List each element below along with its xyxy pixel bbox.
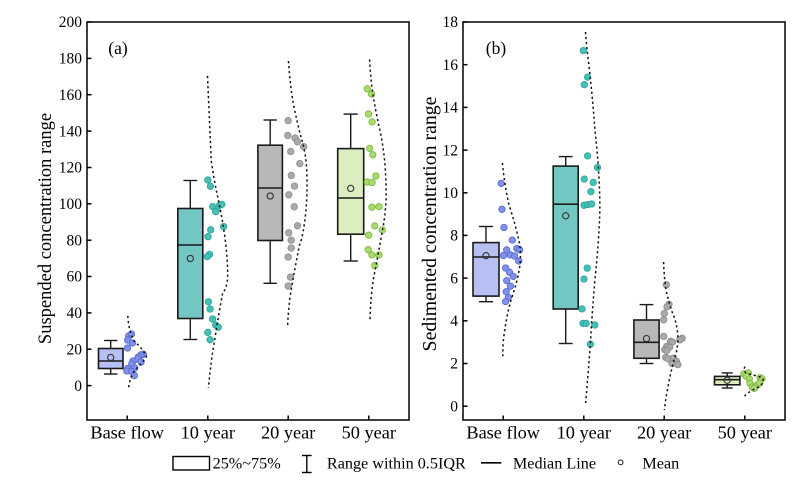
svg-text:2: 2: [450, 356, 458, 373]
svg-text:20 year: 20 year: [261, 423, 315, 443]
svg-text:60: 60: [67, 269, 83, 286]
svg-text:Mean: Mean: [642, 454, 679, 472]
svg-text:180: 180: [59, 51, 83, 68]
svg-text:160: 160: [59, 87, 83, 104]
svg-text:12: 12: [443, 142, 459, 159]
svg-text:10: 10: [443, 185, 459, 202]
svg-text:20: 20: [67, 341, 83, 358]
svg-text:Suspended concentration range: Suspended concentration range: [36, 113, 56, 344]
svg-text:16: 16: [443, 57, 459, 74]
svg-text:8: 8: [450, 228, 458, 245]
svg-text:40: 40: [67, 305, 83, 322]
svg-text:(b): (b): [486, 38, 507, 58]
svg-text:10 year: 10 year: [181, 423, 235, 443]
svg-text:Sedimented concentration range: Sedimented concentration range: [419, 96, 441, 351]
svg-text:80: 80: [67, 232, 83, 249]
svg-text:Range within 0.5IQR: Range within 0.5IQR: [327, 454, 466, 472]
svg-text:100: 100: [59, 196, 83, 213]
svg-text:20 year: 20 year: [637, 423, 691, 443]
svg-text:120: 120: [59, 160, 83, 177]
svg-text:14: 14: [443, 100, 459, 117]
svg-text:4: 4: [450, 313, 458, 330]
svg-text:Base flow: Base flow: [466, 423, 540, 443]
svg-text:0: 0: [74, 378, 82, 395]
svg-text:6: 6: [450, 270, 458, 287]
svg-text:25%~75%: 25%~75%: [213, 454, 281, 472]
svg-text:Base flow: Base flow: [90, 423, 164, 443]
svg-text:50 year: 50 year: [342, 423, 396, 443]
svg-text:10 year: 10 year: [557, 423, 611, 443]
svg-text:(a): (a): [108, 38, 128, 58]
svg-text:50 year: 50 year: [718, 423, 772, 443]
svg-text:200: 200: [59, 14, 83, 31]
svg-text:140: 140: [59, 123, 83, 140]
svg-text:18: 18: [443, 14, 459, 31]
svg-text:0: 0: [450, 398, 458, 415]
svg-text:Median Line: Median Line: [513, 454, 596, 472]
